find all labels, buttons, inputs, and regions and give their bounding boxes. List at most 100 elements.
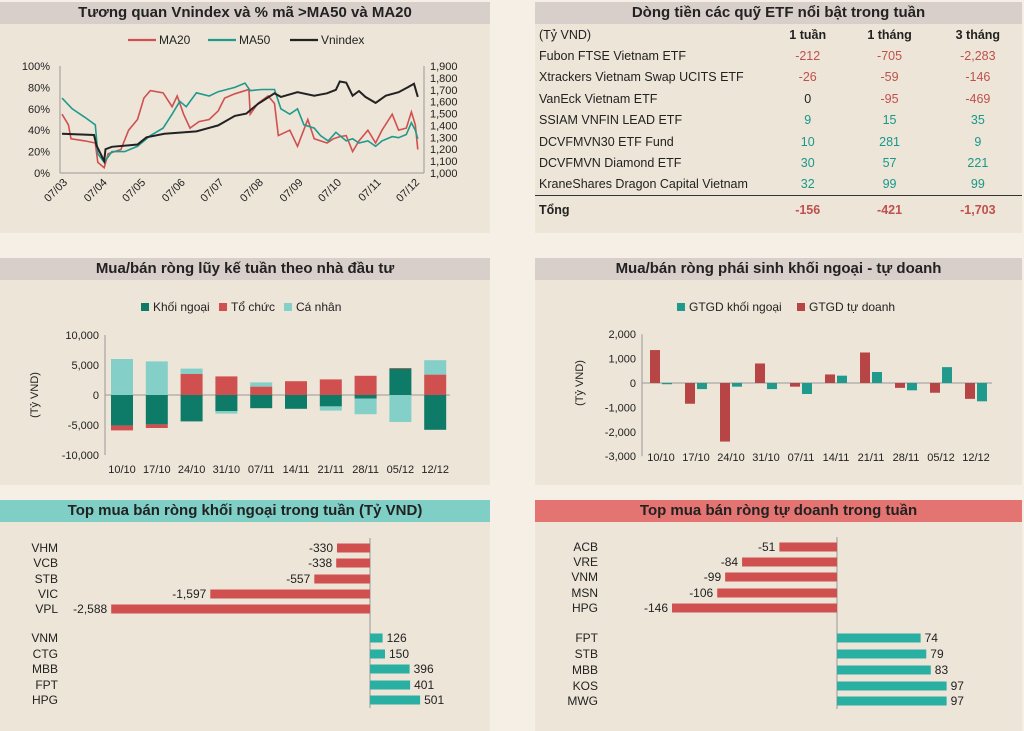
x-tick-label: 28/11 — [893, 452, 920, 464]
flow-value: -212 — [795, 49, 821, 64]
bar-tổ-chức — [215, 376, 238, 395]
bar-gtgd-khối-ngoại — [942, 367, 952, 383]
y-tick-label: 10,000 — [65, 330, 99, 342]
x-tick-label: 10/10 — [647, 452, 675, 464]
bar-gtgd-tự-doanh — [895, 383, 905, 388]
x-tick-label: 05/12 — [387, 464, 415, 476]
x-tick-label: 07/12 — [394, 177, 422, 205]
table-row: DCVFMVN30 ETF Fund 10 281 9 — [535, 131, 1022, 152]
bar — [314, 574, 370, 584]
x-tick-label: 31/10 — [752, 452, 780, 464]
x-tick-label: 28/11 — [352, 464, 379, 476]
x-tick-label: 05/12 — [927, 452, 955, 464]
category-label: CTG — [33, 647, 58, 661]
bar-gtgd-khối-ngoại — [872, 372, 882, 383]
panel-title: Mua/bán ròng phái sinh khối ngoại - tự d… — [535, 258, 1022, 280]
bar-tổ-chức — [319, 379, 342, 395]
y-right-tick-label: 1,000 — [430, 168, 458, 180]
investor-chart-panel: Mua/bán ròng lũy kế tuần theo nhà đầu tư… — [0, 258, 490, 485]
y-tick-label: -1,000 — [605, 402, 636, 414]
bar-cá-nhân — [424, 360, 447, 375]
deriv-chart-panel: Mua/bán ròng phái sinh khối ngoại - tự d… — [535, 258, 1022, 485]
flow-value: -469 — [965, 91, 991, 106]
panel-title: Top mua bán ròng khối ngoại trong tuần (… — [0, 500, 490, 522]
table-row: Xtrackers Vietnam Swap UCITS ETF -26 -59 -1… — [535, 67, 1022, 88]
bar-cá-nhân — [250, 382, 273, 387]
category-label: VNM — [571, 570, 598, 584]
table-row: DCVFMVN Diamond ETF 30 57 221 — [535, 152, 1022, 173]
y-left-tick-label: 40% — [28, 125, 50, 137]
y-axis-label: (Tỷ VND) — [574, 360, 586, 406]
category-label: FPT — [575, 631, 598, 645]
bar-khối-ngoại — [145, 395, 168, 425]
category-label: STB — [35, 572, 58, 586]
x-tick-label: 07/09 — [278, 177, 306, 205]
category-label: KOS — [573, 679, 598, 693]
x-tick-label: 14/11 — [823, 452, 850, 464]
value-label: 97 — [951, 694, 965, 708]
bar — [837, 633, 921, 643]
x-tick-label: 21/11 — [317, 464, 344, 476]
category-label: MWG — [567, 694, 598, 708]
fund-name: VanEck Vietnam ETF — [539, 91, 658, 106]
bar — [370, 695, 421, 705]
x-tick-label: 14/11 — [283, 464, 310, 476]
column-header: (Tỷ VND) — [539, 27, 592, 42]
y-left-tick-label: 100% — [22, 61, 50, 73]
x-tick-label: 07/11 — [248, 464, 275, 476]
bar — [837, 681, 947, 691]
y-right-tick-label: 1,200 — [430, 144, 458, 156]
category-label: VNM — [31, 631, 58, 645]
legend-swatch — [284, 303, 292, 311]
fund-name: Xtrackers Vietnam Swap UCITS ETF — [539, 70, 744, 85]
flow-value: 99 — [970, 177, 985, 192]
x-tick-label: 07/07 — [198, 177, 226, 205]
bar-cá-nhân — [180, 368, 203, 374]
bar-tổ-chức — [354, 375, 377, 395]
category-label: MBB — [32, 662, 58, 676]
legend-label: Cá nhân — [296, 300, 341, 314]
legend-label: GTGD tự doanh — [809, 300, 895, 314]
foreign-top-panel: Top mua bán ròng khối ngoại trong tuần (… — [0, 500, 490, 731]
bar-cá-nhân — [354, 398, 377, 415]
flow-value: -59 — [880, 70, 899, 85]
bar — [837, 665, 931, 675]
fund-name: Tổng — [535, 194, 770, 226]
derivatives-bar-chart: 2,000 1,000 0 -1,000 -2,000 -3,000 (Tỷ VND) 10/… — [574, 300, 992, 464]
investor-stacked-bar-chart: 10,000 5,000 0 -5,000 -10,000 (Tỷ VND) 10/10 17… — [29, 300, 450, 476]
bar-khối-ngoại — [354, 395, 377, 399]
bar — [837, 649, 927, 659]
bar — [210, 589, 370, 599]
flow-value: 281 — [879, 134, 900, 149]
bar — [111, 604, 370, 614]
prop-top-bar-chart: ACB -51 VRE -84 VNM -99 MSN -106 HPG -146 FPT 74 STB… — [567, 537, 965, 709]
x-tick-label: 12/12 — [421, 464, 449, 476]
y-left-tick-label: 0% — [34, 168, 50, 180]
value-label: -146 — [644, 601, 668, 615]
bar-gtgd-khối-ngoại — [767, 383, 777, 390]
legend-label: GTGD khối ngoại — [689, 300, 782, 314]
x-tick-label: 24/10 — [178, 464, 206, 476]
value-label: 401 — [414, 678, 434, 692]
flow-value: 15 — [882, 113, 897, 128]
flow-value: -2,283 — [960, 49, 996, 64]
bar-khối-ngoại — [250, 395, 273, 409]
bar-khối-ngoại — [215, 395, 238, 412]
y-left-tick-label: 60% — [28, 104, 50, 116]
series-line-ma20 — [61, 88, 419, 170]
flow-value: -1,703 — [933, 194, 1022, 226]
bar — [725, 572, 837, 582]
bar — [370, 649, 385, 659]
bar-gtgd-khối-ngoại — [732, 383, 742, 387]
table-row: KraneShares Dragon Capital Vietnam 32 99 99 — [535, 174, 1022, 195]
y-tick-label: -2,000 — [605, 427, 636, 439]
y-left-tick-label: 20% — [28, 147, 50, 159]
bar-gtgd-tự-doanh — [860, 352, 870, 383]
x-tick-label: 24/10 — [717, 452, 745, 464]
x-tick-label: 07/11 — [788, 452, 815, 464]
bar-tổ-chức — [180, 374, 203, 395]
value-label: -2,588 — [73, 602, 107, 616]
legend-label: Tổ chức — [231, 300, 275, 314]
value-label: -1,597 — [172, 587, 206, 601]
series-line-ma50 — [61, 82, 419, 164]
